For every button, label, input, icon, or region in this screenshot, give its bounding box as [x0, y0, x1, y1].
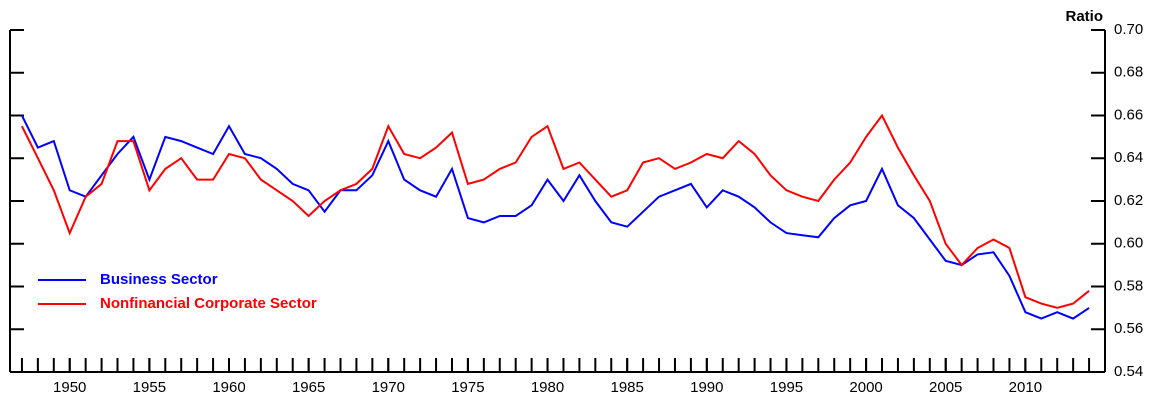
x-tick-label: 1975	[451, 379, 484, 396]
x-tick-label: 1960	[212, 379, 245, 396]
y-tick-label: 0.56	[1114, 320, 1143, 337]
series-line	[21, 113, 1090, 309]
x-tick-label: 1950	[53, 379, 86, 396]
x-tick-label: 1990	[690, 379, 723, 396]
y-tick-label: 0.64	[1114, 149, 1143, 166]
x-tick-label: 1970	[372, 379, 405, 396]
x-tick-label: 2010	[1009, 379, 1042, 396]
y-tick-label: 0.66	[1114, 106, 1143, 123]
y-tick-label: 0.68	[1114, 64, 1143, 81]
x-tick-label: 1985	[610, 379, 643, 396]
y-tick-label: 0.62	[1114, 192, 1143, 209]
x-tick-label: 1980	[531, 379, 564, 396]
x-tick-label: 1965	[292, 379, 325, 396]
legend-label: Nonfinancial Corporate Sector	[100, 295, 317, 312]
axis-title: Ratio	[1066, 8, 1104, 25]
y-tick-label: 0.54	[1114, 363, 1143, 380]
series-line	[21, 115, 1090, 320]
x-tick-label: 2005	[929, 379, 962, 396]
x-tick-label: 2000	[849, 379, 882, 396]
y-tick-label: 0.58	[1114, 277, 1143, 294]
legend-label: Business Sector	[100, 271, 218, 288]
x-tick-label: 1995	[770, 379, 803, 396]
y-tick-label: 0.60	[1114, 235, 1143, 252]
y-tick-label: 0.70	[1114, 21, 1143, 38]
x-tick-label: 1955	[133, 379, 166, 396]
